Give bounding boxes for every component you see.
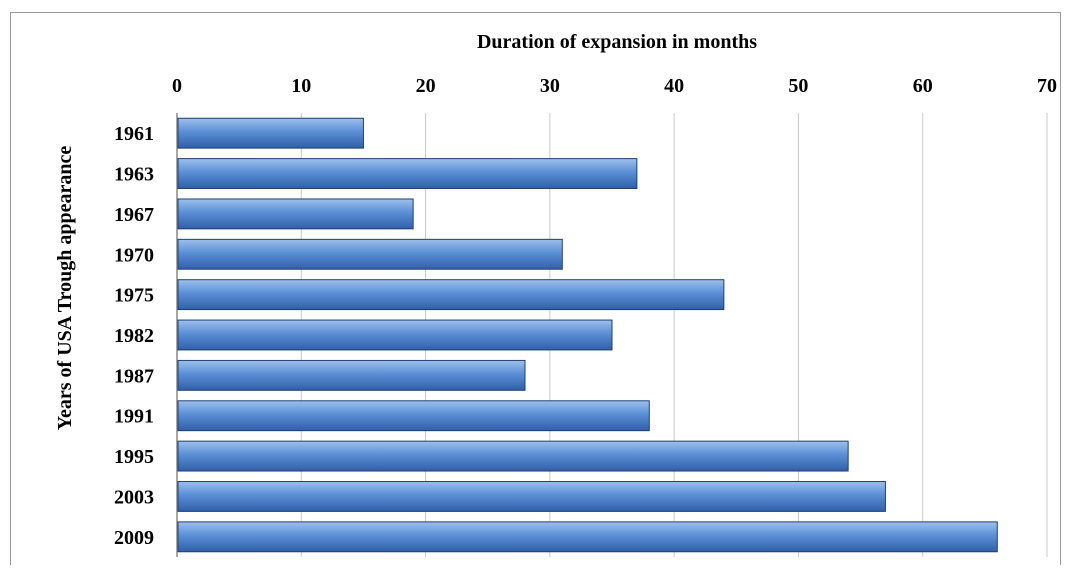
bars [177, 117, 998, 553]
x-tick-label: 0 [172, 75, 182, 97]
bar-1963 [177, 158, 638, 189]
y-tick-label-1970: 1970 [114, 244, 154, 266]
y-tick-label-1991: 1991 [114, 406, 154, 428]
x-tick-label: 70 [1037, 75, 1057, 97]
y-tick-label-2009: 2009 [114, 527, 154, 549]
bar-2009 [177, 521, 998, 553]
bar-1982 [177, 319, 613, 351]
x-tick-labels: 0 10 20 30 40 50 60 70 [172, 75, 1057, 97]
y-axis-title: Years of USA Trough appearance [54, 146, 76, 431]
y-tick-label-1975: 1975 [114, 285, 154, 307]
y-tick-label-2003: 2003 [114, 486, 154, 508]
bar-1995 [177, 440, 849, 472]
y-tick-label-1967: 1967 [114, 204, 154, 226]
bar-1970 [177, 238, 563, 270]
bar-1967 [177, 198, 414, 230]
bar-1991 [177, 400, 650, 432]
x-tick-label: 50 [788, 75, 808, 97]
bar-2003 [177, 481, 886, 512]
y-tick-labels: 1961 1963 1967 1970 1975 1982 1987 1991 1995 2003… [114, 123, 154, 549]
x-tick-label: 20 [416, 75, 436, 97]
y-tick-label-1963: 1963 [114, 164, 154, 186]
bar-1987 [177, 359, 526, 391]
y-tick-label-1961: 1961 [114, 123, 154, 145]
x-tick-label: 40 [664, 75, 684, 97]
bar-1961 [177, 117, 364, 149]
y-tick-label-1982: 1982 [114, 325, 154, 347]
y-tick-label-1987: 1987 [114, 365, 154, 387]
y-tick-label-1995: 1995 [114, 446, 154, 468]
x-axis-title: Duration of expansion in months [477, 31, 757, 53]
x-tick-label: 10 [291, 75, 311, 97]
x-tick-label: 30 [540, 75, 560, 97]
x-tick-label: 60 [913, 75, 933, 97]
bar-1975 [177, 279, 725, 311]
chart-frame [10, 12, 1061, 565]
